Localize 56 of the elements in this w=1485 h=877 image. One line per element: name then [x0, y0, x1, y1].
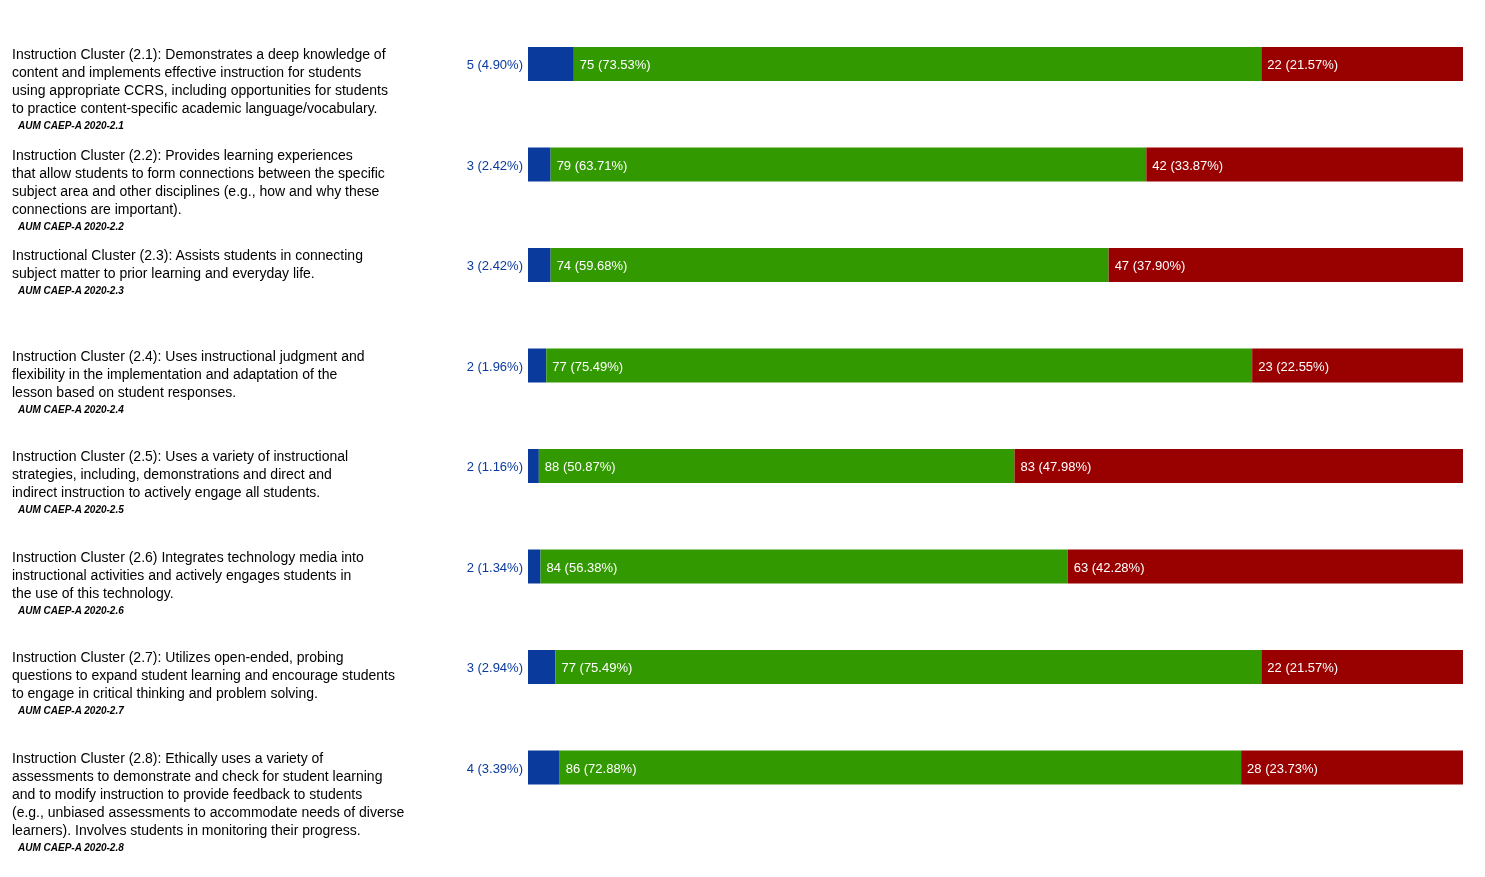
data-label: 4 (3.39%): [466, 760, 523, 776]
data-label: 2 (1.96%): [466, 358, 523, 374]
data-label: 79 (63.71%): [556, 157, 628, 173]
data-label: 3 (2.42%): [466, 157, 523, 173]
data-label: 2 (1.34%): [466, 559, 523, 575]
data-label: 86 (72.88%): [565, 760, 637, 776]
bar: [1146, 147, 1463, 182]
y-tick-label: Instruction Cluster (2.7): Utilizes open-ended, probing questions to expand student learning and encourage students to engage in critical thinking and problem solving. AUM CAEP-A 2020-2.7: [12, 649, 395, 717]
bar: [559, 750, 1242, 785]
y-tick-label: Instructional Cluster (2.3): Assists students in connecting subject matter to prior learning and everyday life. AUM CAEP-A 2020-2.3: [12, 247, 363, 297]
bar: [528, 650, 556, 684]
data-label: 5 (4.90%): [466, 57, 523, 72]
data-label: 63 (42.28%): [1073, 559, 1145, 575]
bar: [1261, 47, 1463, 81]
data-label: 88 (50.87%): [544, 459, 616, 474]
bar: [528, 549, 541, 584]
data-label: 22 (21.57%): [1267, 57, 1339, 72]
data-label: 28 (23.73%): [1247, 760, 1318, 776]
bar: [573, 47, 1262, 81]
bar: [528, 147, 551, 182]
bar: [528, 449, 539, 483]
data-label: 74 (59.68%): [556, 258, 628, 273]
bar: [546, 348, 1253, 383]
y-tick-label: Instruction Cluster (2.1): Demonstrates a deep knowledge of content and implements effective instruction for students using appropriate CCRS, including opportunities for students to practice content-specific academic language/vocabulary. AUM CAEP-A 2020-2.1: [12, 46, 388, 132]
data-label: 3 (2.42%): [466, 258, 523, 273]
bar: [1252, 348, 1463, 383]
bar: [555, 650, 1262, 684]
bar: [540, 549, 1068, 584]
bar: [1067, 549, 1463, 584]
bar: [528, 47, 574, 81]
bar: [1014, 449, 1463, 483]
bar: [538, 449, 1015, 483]
y-tick-label: Instruction Cluster (2.5): Uses a variety of instructional strategies, including, demonstrations and direct and indirect instruction to actively engage all students. AUM CAEP-A 2020-2.5: [12, 448, 349, 516]
data-label: 42 (33.87%): [1152, 157, 1224, 173]
bar: [528, 248, 551, 282]
data-label: 75 (73.53%): [579, 57, 651, 72]
data-label: 23 (22.55%): [1258, 358, 1329, 374]
bar: [1241, 750, 1463, 785]
bar: [528, 750, 560, 785]
bar: [1108, 248, 1463, 282]
data-label: 83 (47.98%): [1020, 459, 1092, 474]
bar: [1261, 650, 1463, 684]
y-tick-label: Instruction Cluster (2.4): Uses instructional judgment and flexibility in the implementation and adaptation of the lesson based on student responses. AUM CAEP-A 2020-2.4: [12, 347, 365, 415]
data-label: 84 (56.38%): [546, 559, 618, 575]
data-label: 47 (37.90%): [1114, 258, 1186, 273]
y-tick-label: Instruction Cluster (2.8): Ethically uses a variety of assessments to demonstrate and check for student learning and to modify instruction to provide feedback to students (e.g., unbiased assessments to accommodate needs of diverse learners). Involves students in monitoring their progress. AUM CAEP-A 2020-2.8: [12, 749, 405, 853]
data-label: 77 (75.49%): [552, 358, 624, 374]
data-label: 22 (21.57%): [1267, 660, 1339, 675]
bar: [528, 348, 547, 383]
data-label: 77 (75.49%): [561, 660, 633, 675]
bar: [550, 147, 1147, 182]
bar: [550, 248, 1109, 282]
data-label: 2 (1.16%): [466, 459, 523, 474]
data-label: 3 (2.94%): [466, 660, 523, 675]
y-tick-label: Instruction Cluster (2.2): Provides learning experiences that allow students to form connections between the specific subject area and other disciplines (e.g., how and why these connections are important). AUM CAEP-A 2020-2.2: [12, 146, 385, 232]
y-tick-label: Instruction Cluster (2.6) Integrates technology media into instructional activities and actively engages students in the use of this technology. AUM CAEP-A 2020-2.6: [12, 548, 364, 616]
